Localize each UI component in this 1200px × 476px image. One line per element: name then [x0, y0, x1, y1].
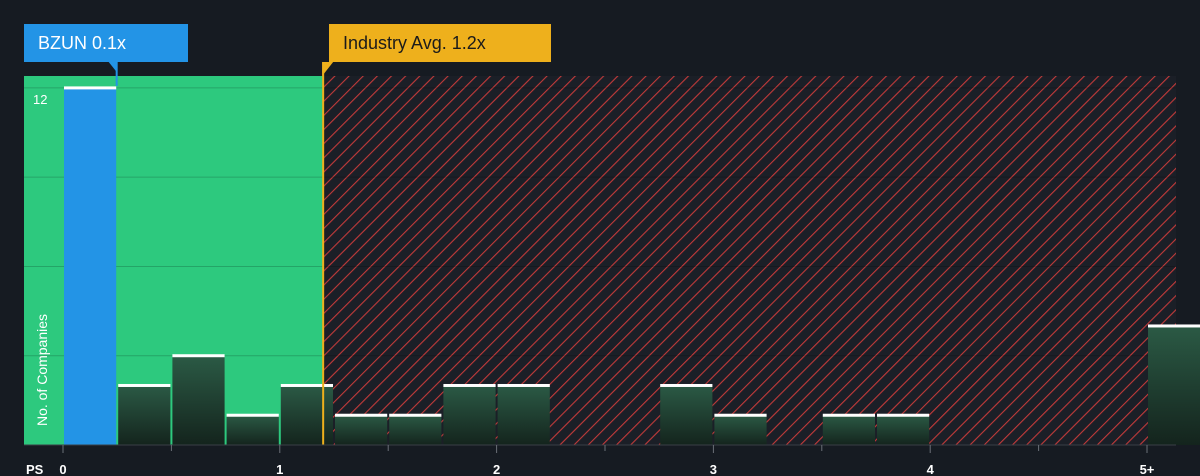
company-callout-pointer: [108, 62, 117, 72]
bar-cap: [443, 383, 496, 387]
company-callout: BZUN 0.1x: [24, 24, 188, 62]
histogram-bar: [822, 415, 875, 445]
company-bar: [64, 87, 117, 445]
histogram-bar: [660, 385, 713, 445]
bar-cap: [226, 413, 279, 417]
histogram-bar: [118, 385, 171, 445]
histogram-bar: [335, 415, 388, 445]
bar-cap: [1148, 324, 1200, 328]
x-tick-label: 3: [710, 462, 717, 476]
bar-cap: [335, 413, 388, 417]
bar-cap: [714, 413, 767, 417]
bar-cap: [660, 383, 713, 387]
x-tick-label: 2: [493, 462, 500, 476]
bar-cap: [280, 383, 333, 387]
x-tick-label: 4: [927, 462, 935, 476]
industry-callout-pointer: [322, 62, 334, 76]
bar-cap: [877, 413, 930, 417]
bar-cap: [64, 86, 117, 90]
bar-cap: [172, 354, 225, 358]
bar-cap: [497, 383, 550, 387]
histogram-bar: [497, 385, 550, 445]
x-tick-label: 5+: [1140, 462, 1155, 476]
x-axis-label: PS: [26, 462, 44, 476]
histogram-bar: [1148, 325, 1200, 445]
histogram-bar: [877, 415, 930, 445]
histogram-bar: [172, 355, 225, 445]
overvalued-zone: [323, 76, 1176, 445]
histogram-bar: [389, 415, 442, 445]
bar-cap: [118, 383, 171, 387]
x-tick-label: 1: [276, 462, 283, 476]
histogram-bar: [714, 415, 767, 445]
histogram-bar: [226, 415, 279, 445]
histogram-bar: [443, 385, 496, 445]
histogram-bar: [280, 385, 333, 445]
y-axis-label: No. of Companies: [34, 313, 50, 427]
industry-average-callout: Industry Avg. 1.2x: [329, 24, 551, 62]
y-tick-label: 12: [33, 92, 47, 107]
bar-cap: [822, 413, 875, 417]
x-tick-label: 0: [59, 462, 66, 476]
bar-cap: [389, 413, 442, 417]
